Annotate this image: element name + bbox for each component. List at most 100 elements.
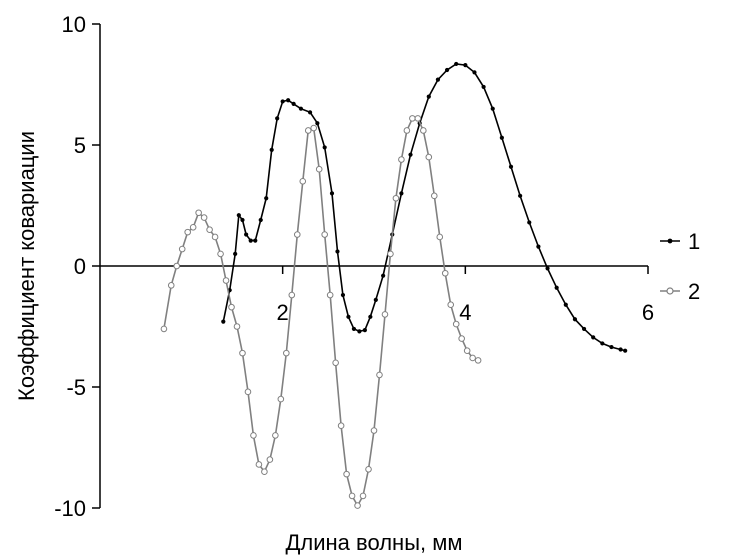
series-1-point <box>618 347 623 352</box>
series-2-point <box>321 231 328 238</box>
series-2-point <box>409 115 416 122</box>
series-1-point <box>244 232 249 237</box>
y-tick-label: 10 <box>62 12 86 37</box>
y-tick-label: -5 <box>66 375 86 400</box>
series-1-point <box>499 135 504 140</box>
series-1-point <box>351 326 357 332</box>
series-2-point <box>392 194 400 202</box>
y-tick-label: 5 <box>74 133 86 158</box>
series-1-point <box>362 328 367 333</box>
series-2-line <box>163 117 479 508</box>
series-2-point <box>239 349 246 357</box>
x-tick-label: 6 <box>642 300 654 325</box>
series-2-point <box>474 357 482 364</box>
series-2-point <box>228 303 235 311</box>
series-1-point <box>518 193 523 198</box>
series-1-point <box>346 314 351 319</box>
series-1-point <box>236 213 241 218</box>
series-2-point <box>452 320 460 328</box>
series-1-point <box>307 110 313 115</box>
series-1-point <box>368 314 373 319</box>
series-2-point <box>469 354 476 362</box>
series-1-point <box>381 273 386 278</box>
series-1-point <box>563 302 568 307</box>
y-axis-title: Коэффициент ковариации <box>14 131 39 401</box>
series-2-point <box>463 347 471 355</box>
series-1-point <box>340 292 346 298</box>
series-2-point <box>381 311 389 318</box>
series-1-point <box>426 94 431 99</box>
series-1-point <box>508 164 514 169</box>
series-2-point <box>310 124 318 132</box>
series-2-point <box>337 422 345 430</box>
series-1-point <box>240 217 245 223</box>
series-1-point <box>322 145 327 150</box>
series-1-point <box>258 217 263 223</box>
series-1-point <box>264 196 269 201</box>
series-2-point <box>430 192 438 200</box>
series-1-point <box>399 191 404 196</box>
series-1-point <box>536 244 541 249</box>
y-tick-label: 0 <box>74 254 86 279</box>
series-2-point <box>293 231 301 238</box>
series-1-line <box>222 63 626 352</box>
legend-marker-series-2 <box>666 287 674 295</box>
series-1-point <box>357 329 362 334</box>
series-2-point <box>359 492 367 500</box>
series-1-point <box>527 220 532 225</box>
series-1-point <box>623 348 628 353</box>
series-1-point <box>481 84 486 90</box>
series-2-point <box>283 349 290 357</box>
series-2-point <box>266 456 274 463</box>
series-1-point <box>444 67 450 73</box>
series-2-point <box>167 282 175 289</box>
series-2-point <box>387 250 394 258</box>
legend-marker-series-1 <box>667 238 673 244</box>
series-1-point <box>233 251 238 256</box>
series-2-point <box>414 115 422 122</box>
series-2-point <box>211 233 219 241</box>
series-2-point <box>343 470 350 478</box>
series-2-point <box>200 214 208 221</box>
series-1-point <box>454 61 459 67</box>
y-ticks: 10 5 0 -5 -10 <box>54 12 100 521</box>
series-2-point <box>436 233 444 241</box>
series-2-point <box>233 323 241 330</box>
series-2-point <box>354 502 361 509</box>
series-1-point <box>315 121 320 126</box>
series-1-point <box>472 70 477 75</box>
series-1-point <box>591 335 596 340</box>
series-2-point <box>425 153 433 161</box>
series-1-point <box>286 98 291 103</box>
series-2-point <box>206 226 213 233</box>
series-1-point <box>248 238 253 243</box>
series-1-point <box>463 63 468 68</box>
series-1-point <box>335 249 340 254</box>
series-2-point <box>288 291 296 299</box>
series-1-point <box>269 147 274 152</box>
series-2-point <box>458 335 465 342</box>
series-2-point <box>304 127 312 134</box>
series-1-point <box>554 285 559 290</box>
x-axis-title: Длина волны, мм <box>286 530 463 555</box>
series-1-point <box>609 344 614 350</box>
series-1-point <box>291 101 296 106</box>
series-1-point <box>298 106 304 111</box>
series-2-point <box>217 250 224 258</box>
series-2-point <box>403 127 411 134</box>
series-1-point <box>280 99 285 104</box>
legend: 1 2 <box>660 229 700 304</box>
series-2-point <box>348 492 356 500</box>
series-1-point <box>572 317 578 322</box>
series-2-point <box>173 262 181 270</box>
series-1-point <box>435 77 441 82</box>
series-2-point <box>447 301 455 309</box>
series-2-point <box>189 223 197 231</box>
series-2-point <box>160 325 168 333</box>
series-2-point <box>398 156 405 163</box>
series-1-point <box>545 266 550 271</box>
series-1-point <box>221 319 226 324</box>
series-2-point <box>315 165 323 173</box>
series-2-point <box>277 395 285 403</box>
